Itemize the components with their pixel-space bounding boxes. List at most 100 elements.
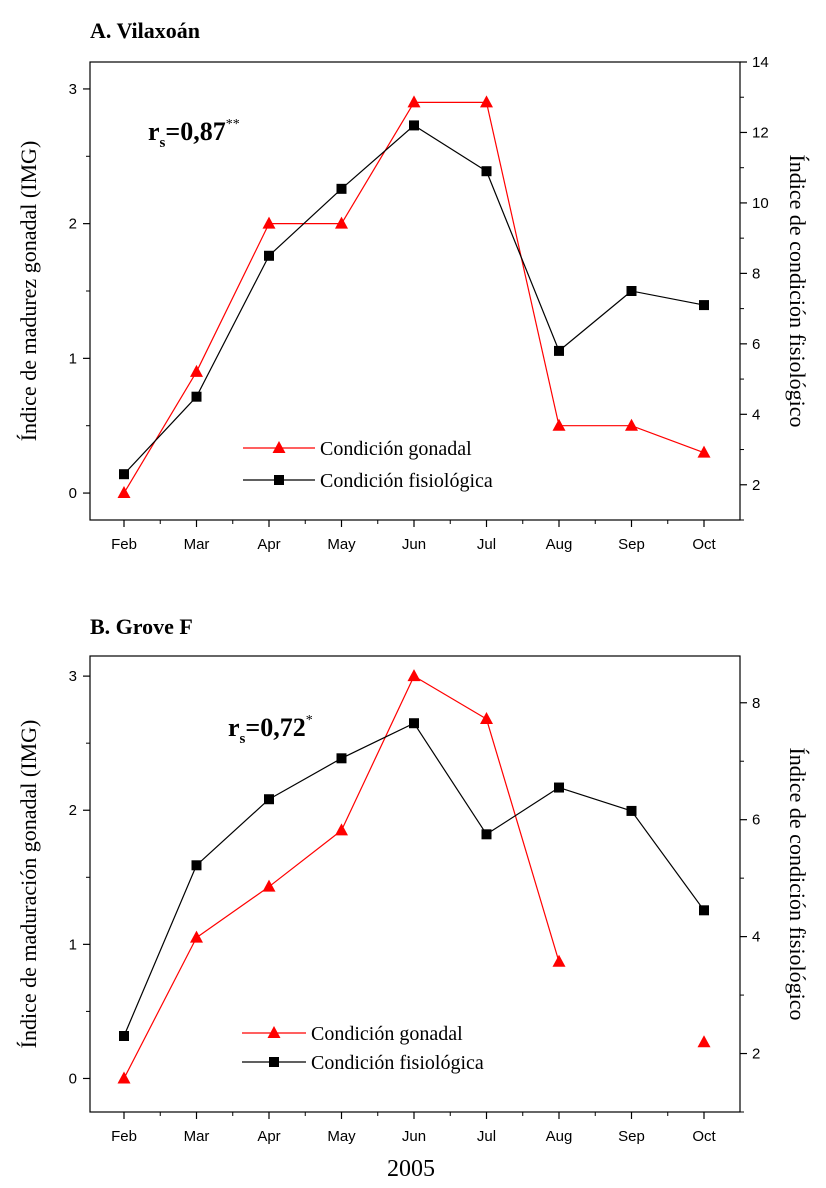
- chart-a-fisiologica-point: [699, 300, 709, 311]
- chart-b-gonadal-line-segment: [196, 886, 270, 939]
- chart-b-legend-gonadal-label: Condición gonadal: [311, 1023, 463, 1045]
- chart-b-fisiologica-line-segment: [486, 787, 560, 835]
- chart-a-x-tick-label: Mar: [184, 536, 210, 553]
- chart-a-y-left-tick-label: 1: [69, 350, 77, 367]
- chart-a-gonadal-point: [407, 95, 421, 108]
- chart-b-gonadal-point: [697, 1035, 711, 1048]
- chart-a-x-tick-label: Jul: [477, 536, 496, 553]
- chart-a-gonadal-line-segment: [195, 223, 270, 373]
- chart-a-gonadal-point: [190, 364, 203, 377]
- chart-a-fisiologica-point: [119, 469, 129, 480]
- chart-a-fisiologica-point: [264, 250, 274, 261]
- chart-b-x-tick-label: May: [327, 1128, 356, 1145]
- chart-a-gonadal-point: [552, 418, 566, 431]
- chart-a-y-left-tick-label: 3: [69, 81, 77, 98]
- chart-b-title: B. Grove F: [90, 614, 193, 639]
- chart-a-x-tick-label: Jun: [402, 536, 426, 553]
- chart-a-gonadal-point: [480, 95, 493, 108]
- chart-a-x-tick-label: May: [327, 536, 356, 553]
- chart-b-legend-gonadal-marker: [267, 1026, 281, 1038]
- chart-a-gonadal-line-segment: [631, 425, 705, 454]
- chart-a-fisiologica-point: [554, 345, 564, 356]
- chart-a-legend-fisiologica-marker: [274, 475, 284, 485]
- chart-b-y-right-tick-label: 4: [752, 929, 760, 946]
- chart-a-fisiologica-line-segment: [268, 188, 342, 257]
- chart-a-y-left-tick-label: 2: [69, 216, 77, 233]
- chart-a-y-right-tick-label: 4: [752, 406, 760, 423]
- chart-b-fisiologica-line-segment: [341, 722, 415, 759]
- chart-b-fisiologica-point: [481, 829, 492, 840]
- chart-b-fisiologica-line-segment: [413, 722, 488, 835]
- chart-b-gonadal-line-segment: [485, 718, 560, 962]
- chart-b-gonadal-point: [262, 879, 276, 892]
- chart-a-y-right-tick-label: 2: [752, 477, 760, 494]
- chart-b-gonadal-point: [190, 930, 203, 943]
- chart-b-fisiologica-line-segment: [196, 798, 270, 866]
- chart-b-y-left-tick-label: 2: [69, 802, 77, 819]
- chart-b-x-tick-label: Apr: [257, 1128, 280, 1145]
- chart-b-gonadal-point: [407, 669, 421, 682]
- chart-a-gonadal-point: [625, 418, 638, 431]
- chart-b-fisiologica-point: [626, 805, 637, 816]
- chart-a-gonadal-point: [117, 486, 131, 499]
- chart-a-gonadal-point: [262, 216, 276, 229]
- chart-a-y-right-tick-label: 8: [752, 265, 760, 282]
- chart-a-legend-gonadal-label: Condición gonadal: [320, 438, 472, 460]
- chart-a-x-tick-label: Sep: [618, 536, 645, 553]
- chart-a-fisiologica-point: [626, 286, 637, 296]
- chart-b-y-left-tick-label: 1: [69, 936, 77, 953]
- chart-a-y-left-label: Índice de madurez gonadal (IMG): [16, 141, 41, 442]
- chart-a-fisiologica-line-segment: [485, 170, 560, 352]
- chart-a-fisiologica-line-segment: [558, 290, 632, 352]
- chart-a-fisiologica-point: [409, 120, 419, 131]
- chart-a-vilaxoan: A. Vilaxoán Feb Mar Apr May Jun Jul Aug Sep Oct 0 1…: [16, 18, 810, 553]
- chart-a-y-right-tick-label: 6: [752, 336, 760, 353]
- chart-b-gonadal-point: [480, 712, 493, 725]
- chart-a-x-tick-label: Feb: [111, 536, 137, 553]
- chart-b-legend-fisiologica-label: Condición fisiológica: [311, 1052, 484, 1074]
- chart-b-x-tick-label: Aug: [546, 1128, 573, 1145]
- chart-a-y-right-tick-label: 12: [752, 124, 769, 141]
- chart-a-title: A. Vilaxoán: [90, 18, 200, 43]
- chart-a-y-right-label: Índice de condición fisiológico: [785, 154, 810, 427]
- chart-b-fisiologica-point: [264, 794, 274, 805]
- chart-a-gonadal-line-segment: [340, 102, 415, 224]
- chart-b-y-right-tick-label: 2: [752, 1046, 760, 1063]
- chart-b-x-tick-label: Jun: [402, 1128, 426, 1145]
- chart-b-gonadal-line-segment: [123, 937, 198, 1079]
- chart-a-fisiologica-line-segment: [195, 255, 270, 397]
- chart-a-stat-annotation: rs=0,87**: [148, 117, 240, 151]
- chart-a-fisiologica-line-segment: [413, 124, 487, 172]
- chart-b-y-right-label: Índice de condición fisiológico: [785, 747, 810, 1020]
- chart-b-fisiologica-line-segment: [123, 865, 198, 1037]
- chart-a-gonadal-point: [697, 445, 711, 458]
- chart-b-fisiologica-line-segment: [268, 757, 342, 800]
- chart-b-gonadal-line-segment: [340, 675, 415, 831]
- chart-b-fisiologica-point: [336, 753, 347, 764]
- chart-b-fisiologica-line-segment: [558, 786, 632, 812]
- chart-b-gonadal-line-segment: [268, 829, 342, 888]
- chart-a-x-tick-label: Apr: [257, 536, 280, 553]
- chart-a-fisiologica-line-segment: [631, 290, 705, 306]
- chart-b-gonadal-line-segment: [413, 675, 487, 720]
- chart-b-fisiologica-point: [554, 782, 564, 793]
- chart-b-fisiologica-point: [409, 718, 419, 729]
- chart-b-stat-annotation: rs=0,72*: [228, 713, 313, 747]
- chart-b-gonadal-point: [552, 954, 566, 967]
- chart-a-legend-gonadal-marker: [272, 441, 286, 453]
- chart-a-fisiologica-line-segment: [123, 396, 197, 475]
- chart-b-x-tick-label: Jul: [477, 1128, 496, 1145]
- chart-a-y-left-tick-label: 0: [69, 485, 77, 502]
- chart-b-fisiologica-point: [191, 860, 202, 871]
- chart-b-gonadal-point: [335, 823, 348, 836]
- chart-a-fisiologica-point: [191, 391, 202, 402]
- chart-b-y-right-tick-label: 6: [752, 812, 760, 829]
- chart-b-y-left-tick-label: 3: [69, 668, 77, 685]
- chart-b-y-left-tick-label: 0: [69, 1070, 77, 1087]
- chart-b-fisiologica-line-segment: [631, 810, 705, 911]
- chart-a-gonadal-line-segment: [485, 102, 560, 426]
- chart-a-y-right-tick-label: 10: [752, 195, 769, 212]
- chart-b-grove-f: B. Grove F Feb Mar Apr May Jun Jul Aug Sep Oct 0 1 2…: [16, 614, 810, 1145]
- chart-a-gonadal-line-segment: [123, 371, 198, 494]
